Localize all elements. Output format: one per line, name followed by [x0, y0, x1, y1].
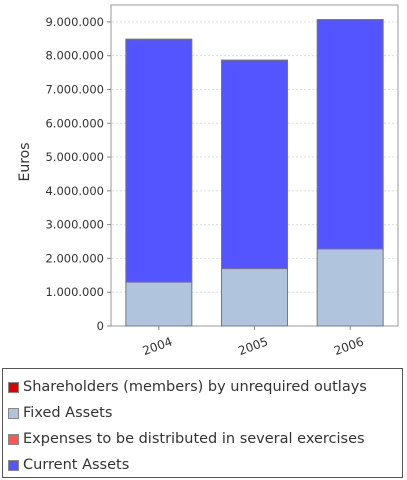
legend-swatch: [8, 459, 19, 471]
y-tick-label: 3.000.000: [45, 218, 104, 232]
bar-segment: [125, 281, 193, 327]
legend-swatch: [8, 381, 19, 393]
x-tick-label: 2005: [236, 334, 269, 358]
bar-segment: [316, 19, 384, 250]
x-tick-label: 2004: [141, 334, 174, 358]
y-tick-label: 5.000.000: [45, 150, 104, 164]
y-axis-ticks: 0 1.000.000 2.000.000 3.000.000 4.000.000 5.0…: [45, 15, 111, 333]
legend-label: Shareholders (members) by unrequired out…: [23, 379, 367, 395]
stacked-bar-chart: 0 1.000.000 2.000.000 3.000.000 4.000.000 5.0…: [17, 4, 399, 358]
legend-label: Current Assets: [23, 457, 130, 473]
y-tick-label: 2.000.000: [45, 251, 104, 265]
y-tick-label: 8.000.000: [45, 49, 104, 63]
bars: [125, 19, 384, 327]
y-tick-label: 6.000.000: [45, 116, 104, 130]
legend-swatch: [8, 407, 19, 419]
legend-item: Current Assets: [3, 452, 402, 478]
legend-item: Expenses to be distributed in several ex…: [3, 426, 402, 452]
y-tick-label: 9.000.000: [45, 15, 104, 29]
bar-segment: [125, 38, 193, 283]
legend-label: Expenses to be distributed in several ex…: [23, 431, 365, 447]
y-tick-label: 4.000.000: [45, 184, 104, 198]
y-tick-label: 0: [97, 319, 104, 333]
y-axis-label: Euros: [17, 142, 33, 181]
legend-item: Shareholders (members) by unrequired out…: [3, 374, 402, 400]
bar-segment: [221, 268, 288, 327]
legend-swatch: [8, 433, 19, 445]
legend: Shareholders (members) by unrequired out…: [2, 368, 403, 478]
y-tick-label: 1.000.000: [45, 285, 104, 299]
bar-segment: [316, 248, 384, 327]
legend-label: Fixed Assets: [23, 405, 113, 421]
legend-item: Fixed Assets: [3, 400, 402, 426]
bar-segment: [221, 59, 288, 270]
y-tick-label: 7.000.000: [45, 82, 104, 96]
x-axis-ticks: 2004 2005 2006: [141, 326, 366, 358]
x-tick-label: 2006: [332, 334, 365, 358]
